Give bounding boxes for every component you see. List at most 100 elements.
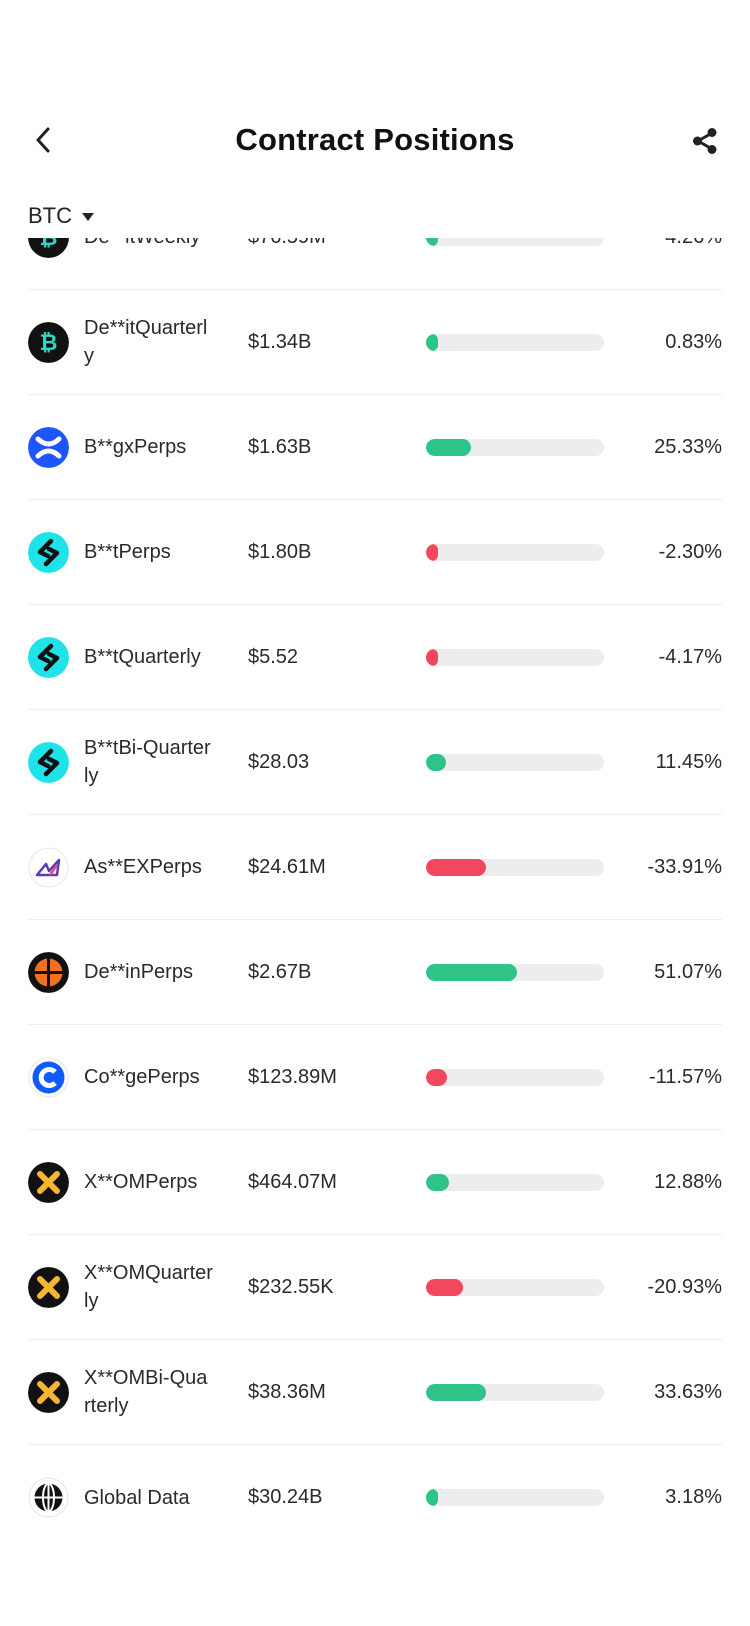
position-amount: $232.55K — [248, 1275, 334, 1298]
position-amount: $123.89M — [248, 1065, 337, 1088]
bitmex-icon — [28, 1267, 69, 1308]
position-amount: $24.61M — [248, 855, 326, 878]
change-percent: -33.91% — [647, 855, 723, 878]
coinbase-icon — [28, 1057, 69, 1098]
position-amount: $1.80B — [248, 540, 312, 563]
change-percent: -4.17% — [658, 645, 722, 668]
coin-selector[interactable]: BTC — [28, 200, 94, 232]
list-item[interactable]: X**OMBi-Quarterly $38.36M 33.63% — [28, 1340, 722, 1445]
position-amount: $76.59M — [248, 238, 326, 289]
ratio-bar-fill — [426, 1174, 449, 1191]
svg-text:₿: ₿ — [40, 331, 58, 356]
list-item[interactable]: Global Data $30.24B 3.18% — [28, 1445, 722, 1550]
exchange-name: As**EXPerps — [84, 856, 202, 878]
exchange-name: X**OMBi-Quarterly — [84, 1367, 208, 1417]
deepcoin-icon — [28, 952, 69, 993]
ratio-bar-fill — [426, 544, 438, 561]
positions-list[interactable]: ₿ De**itWeekly $76.59M 4.26% ₿ De**itQuarterl… — [0, 238, 750, 1626]
exchange-name: Co**gePerps — [84, 1066, 200, 1088]
change-percent: 3.18% — [665, 1486, 722, 1508]
ratio-bar-track — [426, 754, 604, 771]
change-percent: -11.57% — [648, 1065, 722, 1088]
ratio-bar-track — [426, 544, 604, 561]
exchange-name: De**itQuarterly — [84, 317, 208, 367]
list-item[interactable]: B**gxPerps $1.63B 25.33% — [28, 395, 722, 500]
change-percent: 0.83% — [665, 330, 722, 353]
ratio-bar-fill — [426, 334, 438, 351]
position-amount: $30.24B — [248, 1486, 323, 1508]
bitmex-icon — [28, 1162, 69, 1203]
chevron-left-icon — [36, 127, 50, 153]
exchange-name: B**gxPerps — [84, 436, 187, 458]
position-amount: $1.63B — [248, 435, 312, 458]
share-icon — [693, 128, 717, 154]
position-amount: $2.67B — [248, 960, 312, 983]
bybit-icon — [28, 742, 69, 783]
ratio-bar-track — [426, 649, 604, 666]
change-percent: -2.30% — [658, 540, 722, 563]
svg-text:₿: ₿ — [40, 238, 58, 251]
change-percent: 4.26% — [665, 238, 722, 289]
header-bar: Contract Positions — [0, 0, 750, 200]
list-item[interactable]: X**OMPerps $464.07M 12.88% — [28, 1130, 722, 1235]
list-item[interactable]: ₿ De**itQuarterly $1.34B 0.83% — [28, 290, 722, 395]
exchange-name: X**OMQuarterly — [84, 1262, 213, 1312]
ratio-bar-track — [426, 1174, 604, 1191]
bitmex-icon — [28, 1372, 69, 1413]
ratio-bar-track — [426, 859, 604, 876]
list-item[interactable]: B**tQuarterly $5.52 -4.17% — [28, 605, 722, 710]
position-amount: $28.03 — [248, 750, 310, 773]
list-item[interactable]: B**tBi-Quarterly $28.03 11.45% — [28, 710, 722, 815]
ratio-bar-fill — [426, 754, 447, 771]
deribit-icon: ₿ — [28, 322, 69, 363]
change-percent: 11.45% — [655, 750, 722, 773]
list-item[interactable]: As**EXPerps $24.61M -33.91% — [28, 815, 722, 920]
position-amount: $38.36M — [248, 1380, 326, 1403]
change-percent: 51.07% — [654, 960, 722, 983]
list-item[interactable]: Co**gePerps $123.89M -11.57% — [28, 1025, 722, 1130]
list-item[interactable]: B**tPerps $1.80B -2.30% — [28, 500, 722, 605]
bingx-icon — [28, 427, 69, 468]
ratio-bar-track — [426, 1069, 604, 1086]
ratio-bar-track — [426, 238, 604, 246]
list-item[interactable]: X**OMQuarterly $232.55K -20.93% — [28, 1235, 722, 1340]
ratio-bar-fill — [426, 1069, 447, 1086]
ratio-bar-track — [426, 964, 604, 981]
ratio-bar-fill — [426, 238, 438, 246]
change-percent: 25.33% — [654, 435, 722, 458]
ratio-bar-fill — [426, 964, 517, 981]
exchange-name: X**OMPerps — [84, 1171, 198, 1193]
bybit-icon — [28, 532, 69, 573]
ratio-bar-track — [426, 334, 604, 351]
ratio-bar-track — [426, 1279, 604, 1296]
exchange-name: B**tQuarterly — [84, 646, 201, 668]
exchange-name: B**tPerps — [84, 541, 171, 563]
page-title: Contract Positions — [235, 122, 515, 157]
exchange-name: Global Data — [84, 1486, 190, 1509]
ascendex-icon — [28, 847, 69, 888]
ratio-bar-track — [426, 1489, 604, 1506]
ratio-bar-fill — [426, 1279, 464, 1296]
ratio-bar-track — [426, 1384, 604, 1401]
globe-icon — [28, 1477, 69, 1518]
caret-down-icon — [82, 213, 94, 221]
change-percent: 12.88% — [654, 1170, 722, 1193]
change-percent: 33.63% — [654, 1380, 722, 1403]
ratio-bar-fill — [426, 859, 487, 876]
ratio-bar-fill — [426, 649, 438, 666]
list-item[interactable]: ₿ De**itWeekly $76.59M 4.26% — [28, 238, 722, 290]
bybit-icon — [28, 637, 69, 678]
position-amount: $1.34B — [248, 330, 312, 353]
share-button[interactable] — [688, 124, 722, 158]
ratio-bar-fill — [426, 1384, 486, 1401]
deribit-icon: ₿ — [28, 238, 69, 258]
exchange-name: B**tBi-Quarterly — [84, 737, 211, 787]
exchange-name: De**inPerps — [84, 961, 193, 983]
position-amount: $464.07M — [248, 1170, 337, 1193]
change-percent: -20.93% — [647, 1275, 723, 1298]
exchange-name: De**itWeekly — [84, 238, 214, 289]
ratio-bar-fill — [426, 439, 472, 456]
ratio-bar-fill — [426, 1489, 438, 1506]
back-button[interactable] — [28, 122, 58, 158]
list-item[interactable]: De**inPerps $2.67B 51.07% — [28, 920, 722, 1025]
